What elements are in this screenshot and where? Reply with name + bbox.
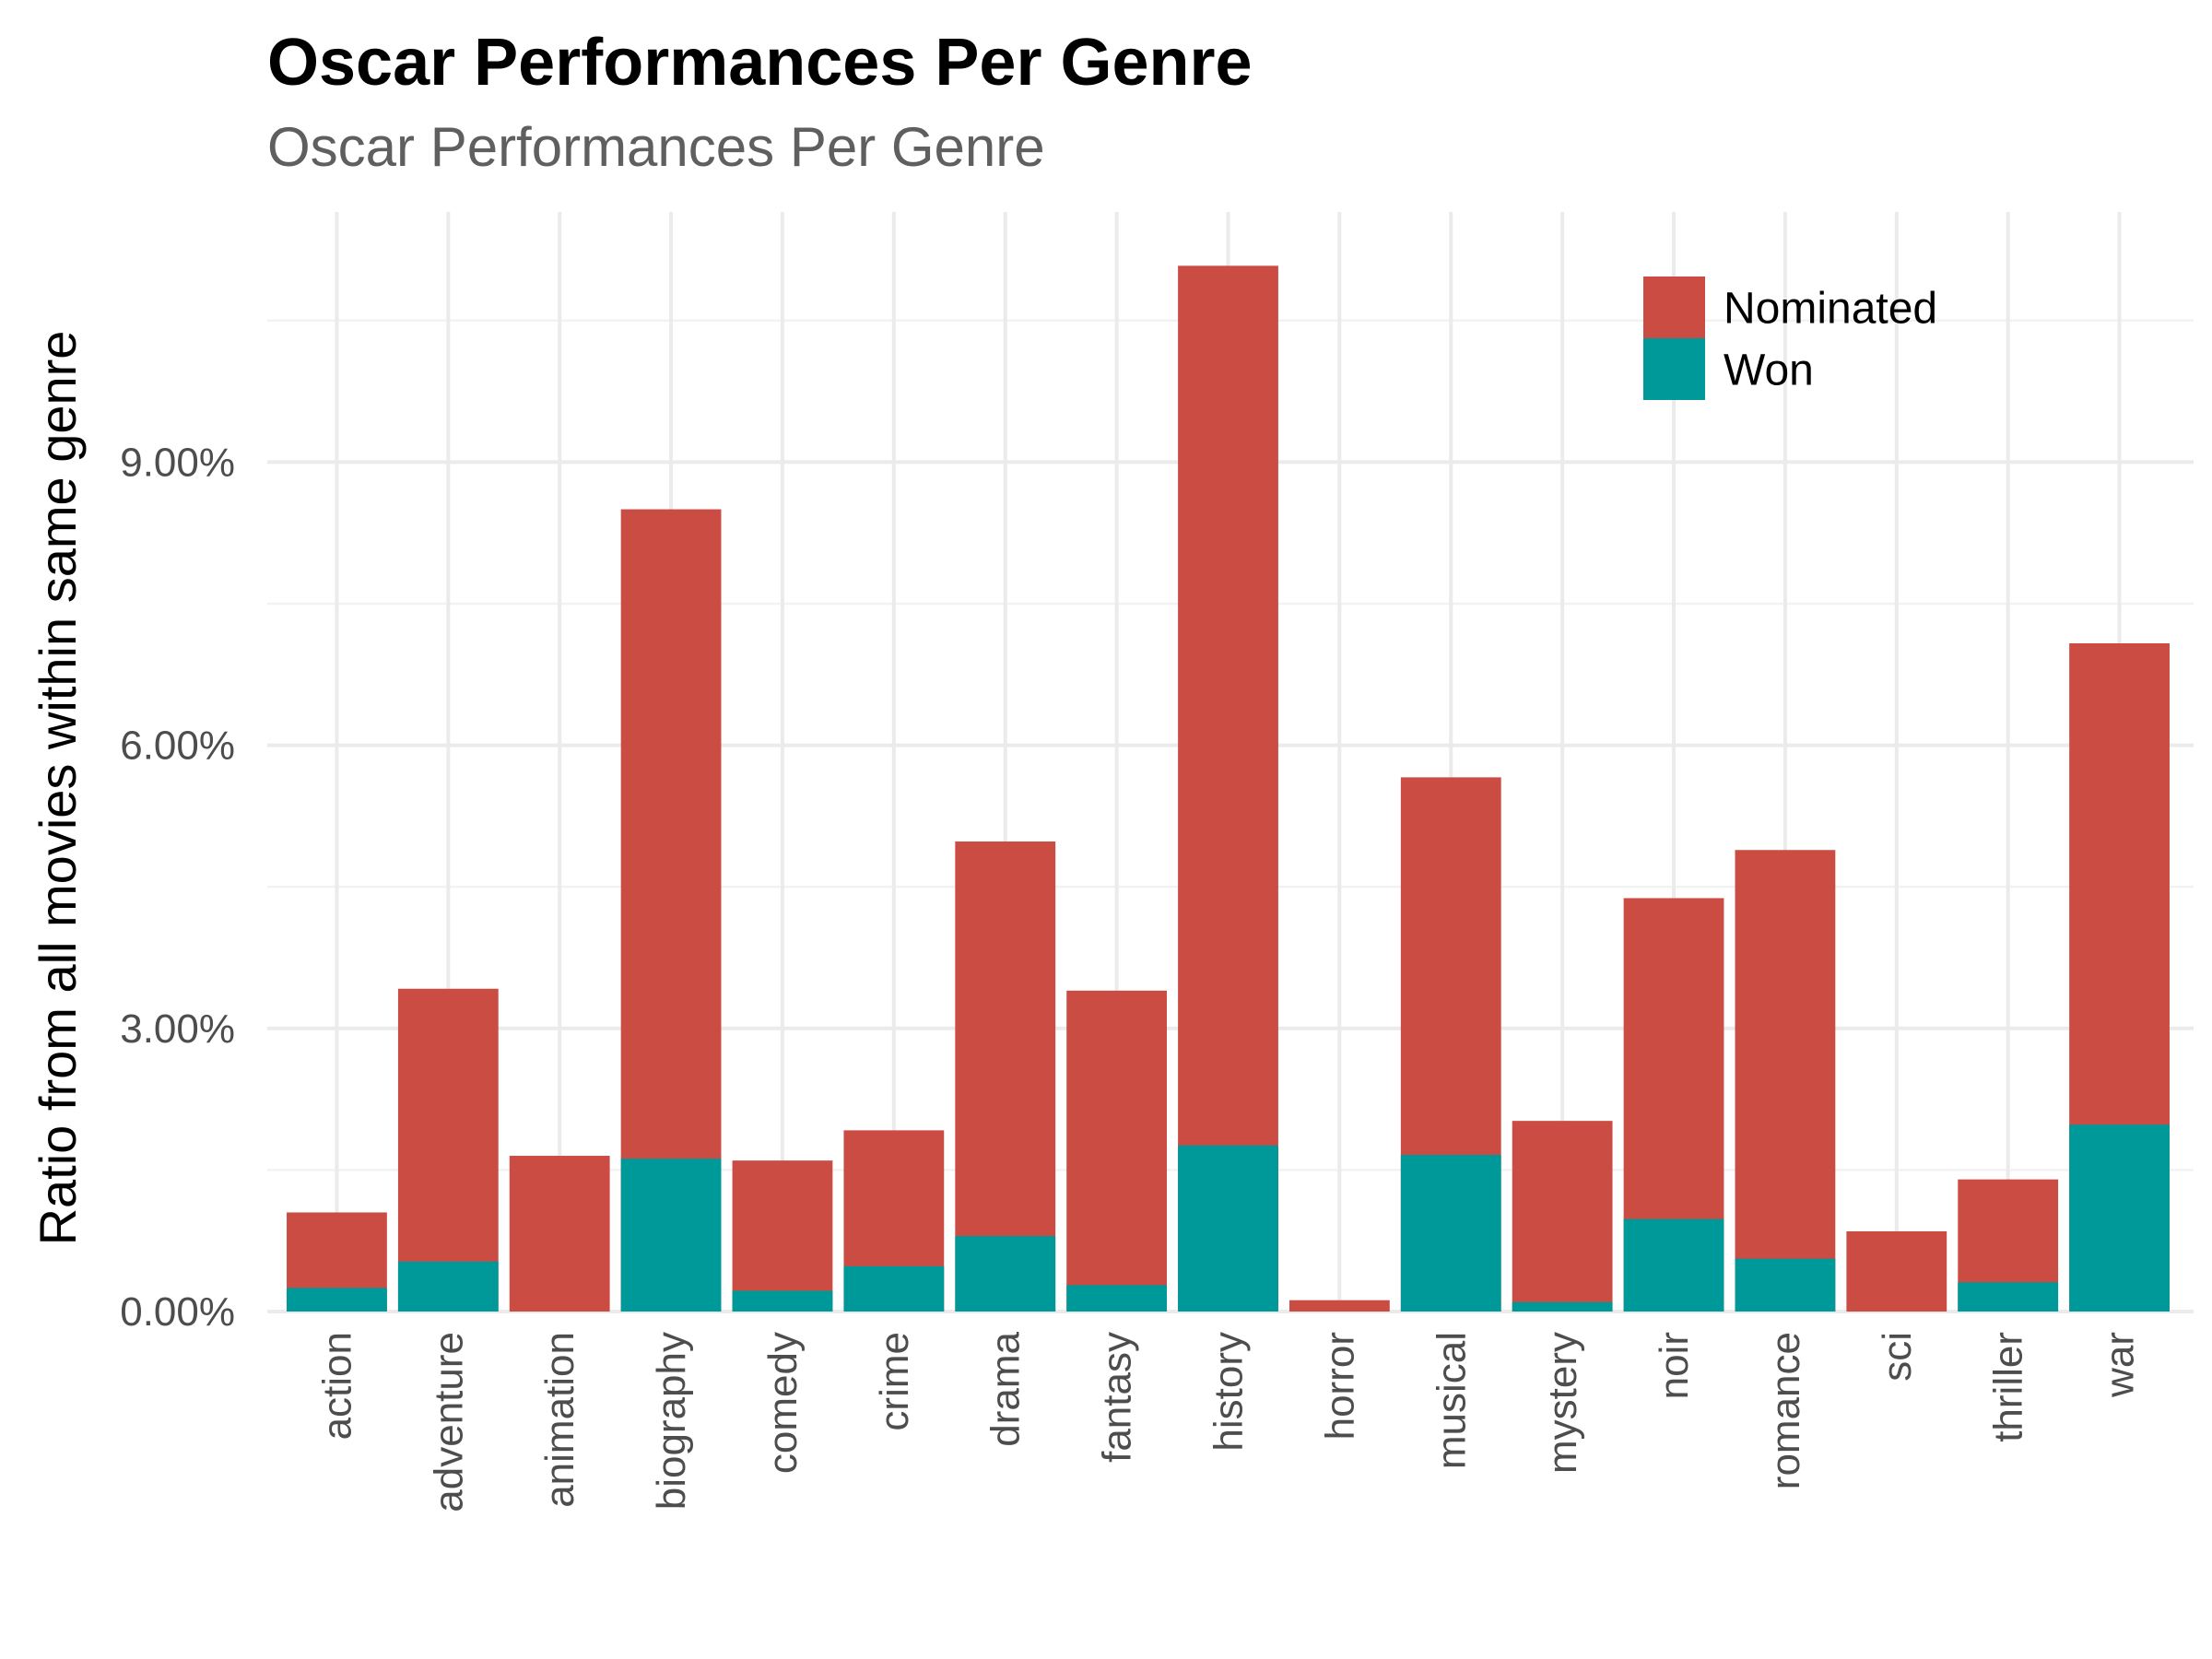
x-axis-ticks: action adventure animation biography comedy c… (314, 1331, 2142, 1512)
bar-won-romance (1735, 1258, 1836, 1312)
x-tick-label: mystery (1540, 1332, 1585, 1474)
x-tick-label: fantasy (1095, 1332, 1140, 1463)
legend-label-nominated: Nominated (1724, 285, 1937, 334)
legend-label-won: Won (1724, 347, 1814, 395)
x-tick-label: comedy (760, 1332, 806, 1474)
bar-won-mystery (1512, 1301, 1613, 1312)
bars (287, 265, 2170, 1312)
bar-won-crime (843, 1265, 945, 1312)
bar-won-adventure (397, 1261, 499, 1312)
x-tick-label: romance (1763, 1332, 1808, 1489)
x-tick-label: adventure (426, 1332, 471, 1512)
bar-won-musical (1400, 1155, 1501, 1312)
chart-title: Oscar Performances Per Genre (267, 26, 1253, 100)
bar-won-comedy (732, 1290, 833, 1312)
y-axis-label: Ratio from all movies within same genre (29, 331, 87, 1246)
x-tick-label: action (314, 1332, 359, 1440)
bar-won-action (287, 1288, 387, 1312)
bar-nominated-comedy (732, 1160, 833, 1312)
x-tick-label: war (2098, 1332, 2143, 1398)
legend-swatch-nominated (1643, 276, 1705, 338)
bar-nominated-sci (1846, 1230, 1947, 1312)
x-tick-label: biography (649, 1332, 694, 1510)
legend: Nominated Won (1643, 276, 1937, 400)
x-tick-label: noir (1652, 1332, 1697, 1399)
bar-nominated-adventure (397, 988, 499, 1312)
bar-nominated-fantasy (1066, 990, 1168, 1312)
x-tick-label: drama (983, 1331, 1029, 1446)
y-tick-label: 9.00% (120, 440, 235, 485)
y-tick-label: 6.00% (120, 724, 235, 769)
bar-nominated-drama (955, 841, 1056, 1312)
bar-won-drama (955, 1236, 1056, 1312)
bar-won-biography (620, 1159, 722, 1312)
bar-won-history (1178, 1145, 1278, 1312)
y-axis-ticks: 0.00% 3.00% 6.00% 9.00% (120, 440, 235, 1335)
x-tick-label: crime (872, 1332, 917, 1431)
bar-nominated-history (1178, 265, 1278, 1312)
chart-subtitle: Oscar Performances Per Genre (267, 116, 1045, 178)
bar-nominated-romance (1735, 850, 1836, 1312)
y-tick-label: 0.00% (120, 1289, 235, 1335)
x-tick-label: musical (1429, 1332, 1474, 1469)
x-tick-label: thriller (1986, 1332, 2031, 1442)
x-tick-label: sci (1875, 1332, 1920, 1382)
bar-won-war (2069, 1124, 2170, 1312)
bar-nominated-mystery (1512, 1121, 1613, 1312)
legend-swatch-won (1643, 338, 1705, 400)
x-tick-label: history (1206, 1332, 1252, 1452)
bar-nominated-animation (509, 1156, 610, 1312)
bar-won-noir (1623, 1218, 1724, 1312)
y-tick-label: 3.00% (120, 1006, 235, 1052)
bar-won-thriller (1958, 1282, 2059, 1312)
bar-nominated-horror (1288, 1300, 1390, 1312)
bar-won-fantasy (1066, 1285, 1168, 1312)
x-tick-label: horror (1317, 1332, 1362, 1440)
x-tick-label: animation (537, 1332, 582, 1508)
